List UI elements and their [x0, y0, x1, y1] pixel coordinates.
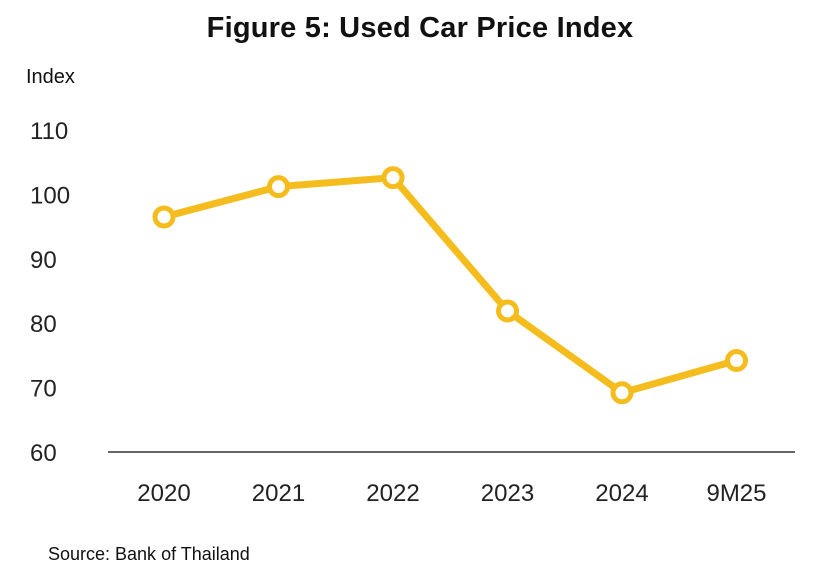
- data-point: [610, 381, 634, 405]
- x-tick-label: 2023: [481, 480, 534, 507]
- data-point: [152, 205, 176, 229]
- y-tick-label: 80: [30, 311, 57, 338]
- series-line: [160, 174, 740, 397]
- y-tick-label: 90: [30, 247, 57, 274]
- x-tick-label: 2020: [137, 480, 190, 507]
- y-tick-label: 70: [30, 376, 57, 403]
- x-tick-label: 9M25: [706, 480, 766, 507]
- y-tick-label: 100: [30, 182, 70, 209]
- data-point: [267, 175, 290, 199]
- source-note: Source: Bank of Thailand: [48, 544, 250, 564]
- x-tick-label: 2021: [252, 480, 305, 507]
- data-point: [496, 299, 519, 323]
- data-point: [381, 166, 405, 190]
- y-tick-label: 110: [30, 118, 68, 145]
- data-point: [725, 349, 748, 373]
- x-tick-label: 2022: [366, 480, 419, 507]
- x-tick-label: 2024: [595, 480, 648, 507]
- y-tick-label: 60: [30, 440, 57, 467]
- chart-title: Figure 5: Used Car Price Index: [206, 12, 634, 44]
- y-axis-label: Index: [26, 66, 75, 88]
